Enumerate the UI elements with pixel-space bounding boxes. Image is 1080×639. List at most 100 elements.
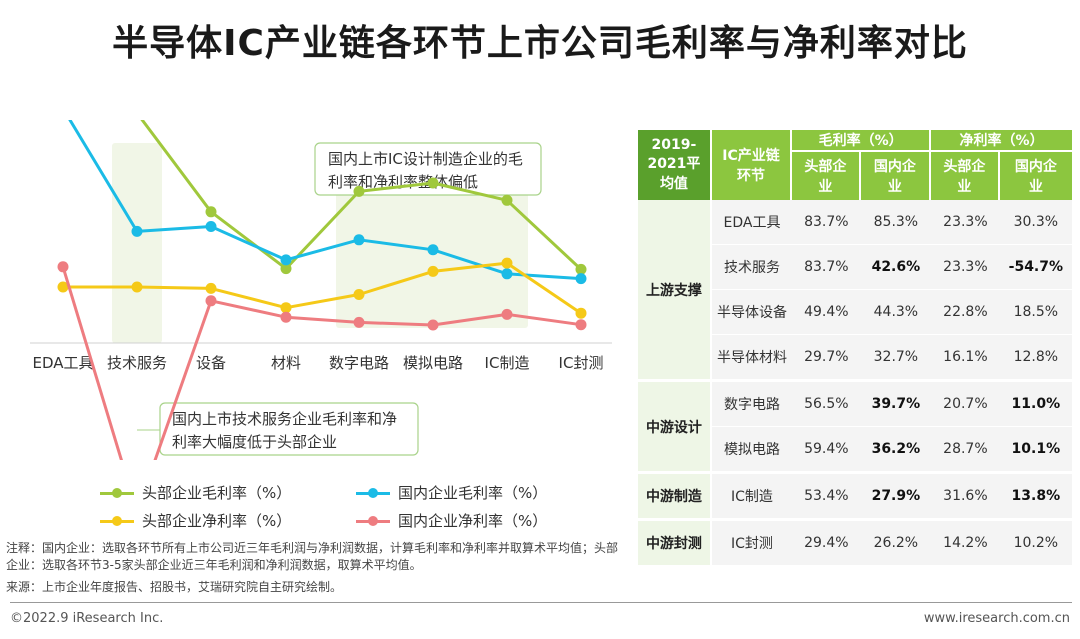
table-cell: 44.3% [860, 290, 932, 335]
table-row: 技术服务 83.7% 42.6% 23.3% -54.7% [638, 245, 1072, 290]
legend-label-1: 国内企业毛利率（%） [398, 484, 548, 502]
data-point [501, 308, 513, 320]
legend-swatch-0 [100, 486, 134, 500]
data-point [501, 194, 513, 206]
data-point [353, 316, 365, 328]
table-cell: 85.3% [860, 200, 932, 245]
series-line-3 [61, 266, 582, 460]
table-cell: 53.4% [792, 474, 861, 521]
table-row: 中游设计 数字电路 56.5% 39.7% 20.7% 11.0% [638, 382, 1072, 474]
legend-swatch-3 [356, 514, 390, 528]
data-point [353, 289, 365, 300]
legend-item-0: 头部企业毛利率（%） [100, 482, 291, 503]
legend-item-2: 头部企业净利率（%） [100, 510, 291, 531]
series-line-2 [63, 261, 582, 315]
annotation-text: 国内上市IC设计制造企业的毛 [328, 150, 523, 168]
data-point [427, 265, 439, 277]
table-row-label: 模拟电路 [711, 427, 793, 474]
website: www.iresearch.com.cn [923, 611, 1070, 626]
table-group-label: 中游封测 [638, 521, 712, 568]
table-cell: 56.5% [792, 382, 861, 427]
table-row-label: IC封测 [711, 521, 793, 568]
table-cell: 18.5% [999, 290, 1072, 335]
table-row: 上游支撑 EDA工具 83.7% 85.3% 23.3% 30.3% [638, 200, 1072, 382]
x-tick-label: 技术服务 [107, 354, 167, 372]
table-cell: 49.4% [792, 290, 861, 335]
legend-label-3: 国内企业净利率（%） [398, 512, 548, 530]
table-sub-header: 国内企业 [999, 152, 1072, 200]
series-line-0 [140, 120, 583, 271]
table-row-label: IC制造 [711, 474, 793, 521]
x-tick-label: 材料 [271, 354, 301, 372]
data-point [280, 311, 292, 323]
table-cell: 83.7% [792, 200, 861, 245]
x-tick-label: 数字电路 [329, 354, 389, 372]
table-cell: 28.7% [931, 427, 1000, 474]
table-row-label: 技术服务 [711, 245, 793, 290]
table-row: 中游制造 IC制造 53.4% 27.9% 31.6% 13.8% [638, 474, 1072, 521]
data-point [501, 257, 513, 269]
data-point [57, 281, 69, 293]
data-point [280, 254, 292, 266]
legend-label-2: 头部企业净利率（%） [142, 512, 292, 530]
data-point [131, 225, 143, 237]
table-cell: 83.7% [792, 245, 861, 290]
table-cell: 14.2% [931, 521, 1000, 568]
table-cell: 36.2% [860, 427, 932, 474]
table-cell: 32.7% [860, 335, 932, 382]
table-cell: 12.8% [999, 335, 1072, 382]
data-point [57, 261, 69, 273]
legend-swatch-1 [356, 486, 390, 500]
legend-item-3: 国内企业净利率（%） [356, 510, 547, 531]
table-row-label: EDA工具 [711, 200, 793, 245]
table-cell: 16.1% [931, 335, 1000, 382]
data-point [427, 177, 439, 189]
annotation-box-1 [314, 142, 542, 196]
data-point [353, 234, 365, 246]
data-point [575, 319, 587, 331]
table-cell: 10.2% [999, 521, 1072, 568]
table-cell: 29.7% [792, 335, 861, 382]
table-sub-header: 国内企业 [860, 152, 932, 200]
table-cell: 42.6% [860, 245, 932, 290]
table-row-label: 半导体设备 [711, 290, 793, 335]
data-point [205, 206, 217, 218]
table-row: 中游封测 IC封测 29.4% 26.2% 14.2% 10.2% [638, 521, 1072, 568]
table-sub-header: 头部企业 [792, 152, 861, 200]
x-tick-label: IC制造 [485, 354, 530, 372]
series-line-1 [68, 120, 582, 281]
table-row: 半导体设备 49.4% 44.3% 22.8% 18.5% [638, 290, 1072, 335]
table-cell: 31.6% [931, 474, 1000, 521]
x-tick-label: 设备 [196, 354, 226, 372]
table-row: 模拟电路 59.4% 36.2% 28.7% 10.1% [638, 427, 1072, 474]
legend-swatch-2 [100, 514, 134, 528]
data-point [205, 282, 217, 294]
table-cell: 26.2% [860, 521, 932, 568]
table-cell: 22.8% [931, 290, 1000, 335]
data-point [501, 268, 513, 280]
data-point [205, 295, 217, 307]
comparison-table: 2019-2021平均值 IC产业链环节 毛利率（%） 净利率（%） 头部企业 国内企业头… [638, 130, 1072, 568]
data-point [575, 273, 587, 285]
table-group-label: 上游支撑 [638, 200, 712, 382]
legend-label-0: 头部企业毛利率（%） [142, 484, 292, 502]
x-tick-label: IC封测 [559, 354, 604, 372]
table-cell: 30.3% [999, 200, 1072, 245]
table-cell: 29.4% [792, 521, 861, 568]
chart-note: 注释：国内企业：选取各环节所有上市公司近三年毛利润与净利润数据，计算毛利率和净利… [6, 541, 619, 572]
copyright: ©2022.9 iResearch Inc. [10, 611, 164, 626]
highlight-band-ic-design [336, 193, 528, 328]
page-title: 半导体IC产业链各环节上市公司毛利率与净利率对比 [112, 23, 968, 64]
data-point [575, 307, 587, 319]
annotation-box-2 [159, 402, 419, 456]
line-chart: EDA工具 技术服务 设备 材料 数字电路 模拟电路 IC制造 IC封测 国内上市IC设计制造企… [30, 120, 612, 460]
table-group-label: 中游制造 [638, 474, 712, 521]
footer-divider [10, 602, 1072, 603]
table-row: 半导体材料 29.7% 32.7% 16.1% 12.8% [638, 335, 1072, 382]
table-cell: 27.9% [860, 474, 932, 521]
data-point [427, 244, 439, 256]
x-tick-label: EDA工具 [32, 354, 93, 372]
annotation-text: 利率大幅度低于头部企业 [172, 433, 337, 451]
table-cell: 10.1% [999, 427, 1072, 474]
table-chain-header: IC产业链环节 [711, 130, 793, 200]
